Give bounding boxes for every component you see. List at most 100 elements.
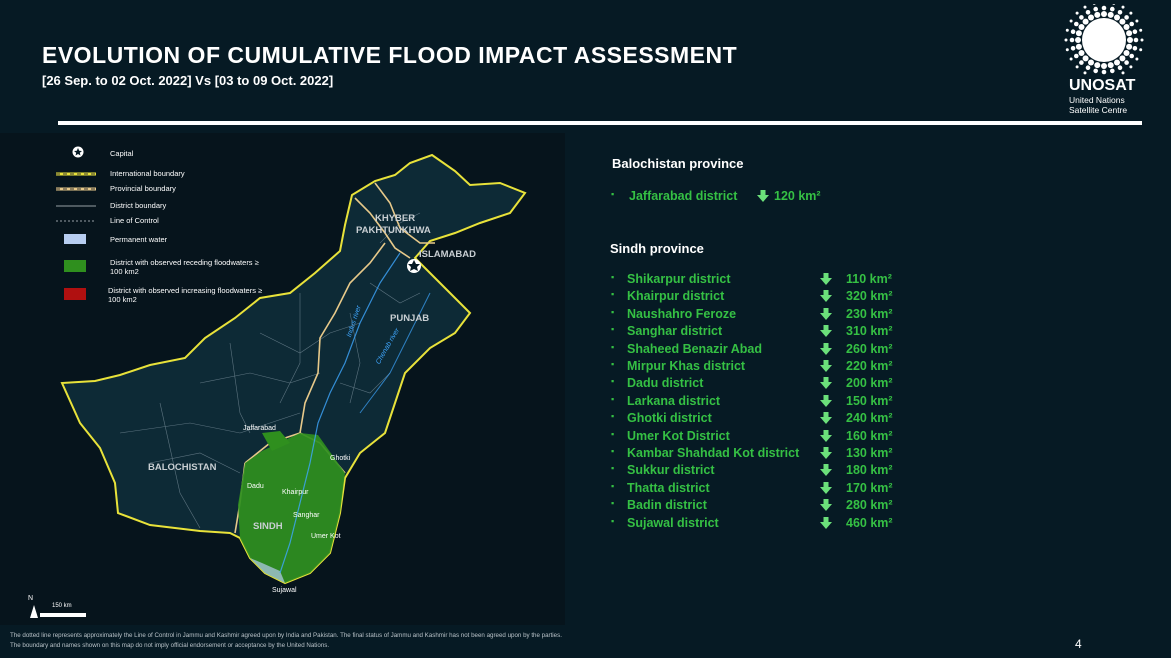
page-number: 4	[1075, 637, 1082, 651]
page-subtitle: [26 Sep. to 02 Oct. 2022] Vs [03 to 09 O…	[42, 73, 334, 88]
logo-dot	[1101, 69, 1107, 75]
line-of-control-icon	[56, 220, 96, 222]
logo-dot	[1129, 53, 1134, 59]
district-area: 310 km²	[846, 324, 893, 339]
chenab-river	[359, 292, 431, 414]
decrease-arrow-icon	[820, 516, 832, 529]
district-area: 200 km²	[846, 376, 893, 391]
logo-dot	[1082, 55, 1089, 62]
balochistan-heading: Balochistan province	[612, 156, 744, 171]
logo-sub-line-1: United Nations	[1069, 95, 1125, 105]
district-name: Khairpur district	[627, 289, 725, 304]
label-north: N	[28, 595, 34, 602]
logo-dot	[1123, 50, 1130, 56]
label-umerkot: Umer Kot	[311, 533, 341, 540]
logo-dot	[1075, 11, 1079, 15]
logo-dot	[1075, 65, 1079, 69]
label-sanghar: Sanghar	[293, 512, 320, 519]
label-punjab: PUNJAB	[390, 313, 430, 324]
logo-dot	[1079, 15, 1084, 20]
logo-dot	[1121, 71, 1125, 75]
logo-dot	[1107, 11, 1114, 18]
district-name: Ghotki district	[627, 411, 712, 426]
logo-dot	[1069, 57, 1073, 61]
unosat-logo-icon	[1064, 4, 1144, 75]
logo-dot	[1121, 5, 1125, 9]
bullet-icon: ▪	[611, 376, 615, 387]
district-area: 150 km²	[846, 393, 893, 408]
bullet-icon: ▪	[611, 463, 615, 474]
logo-dot	[1065, 48, 1069, 52]
logo-dot	[1112, 4, 1116, 5]
logo-dot	[1132, 46, 1138, 51]
district-name: Kambar Shahdad Kot district	[627, 446, 800, 460]
provincial-boundary-icon	[56, 187, 96, 191]
bullet-icon: ▪	[611, 393, 615, 404]
bullet-icon: ▪	[611, 324, 615, 335]
disclaimer-line-1: The dotted line represents approximately…	[10, 632, 562, 639]
label-scale: 150 km	[52, 603, 72, 609]
label-sindh: SINDH	[253, 521, 283, 532]
decrease-arrow-icon	[820, 307, 832, 320]
decrease-arrow-icon	[757, 190, 769, 202]
logo-dot	[1110, 68, 1115, 74]
logo-subtitle: United Nations Satellite Centre	[1069, 95, 1127, 115]
label-islamabad: ISLAMABAD	[419, 249, 476, 260]
district-area: 280 km²	[846, 498, 893, 513]
label-kp-1: KHYBER	[375, 213, 416, 224]
district-area: 240 km²	[846, 411, 893, 426]
logo-dot	[1132, 29, 1138, 34]
label-balochistan: BALOCHISTAN	[148, 462, 217, 473]
district-area: 220 km²	[846, 359, 893, 373]
district-name: Jaffarabad district	[629, 189, 738, 203]
decrease-arrow-icon	[820, 447, 832, 459]
logo-dot	[1126, 30, 1133, 37]
logo-dot	[1092, 4, 1096, 5]
logo-dot	[1070, 29, 1076, 34]
logo-dot	[1075, 43, 1082, 50]
international-boundary-icon	[56, 172, 96, 176]
logo-dot	[1083, 71, 1087, 75]
logo-dot	[1094, 62, 1101, 69]
logo-dot	[1101, 5, 1107, 11]
district-name: Shikarpur district	[627, 272, 731, 286]
logo-dot	[1129, 65, 1133, 69]
logo-dot	[1074, 53, 1079, 59]
logo-dot	[1117, 65, 1123, 70]
decrease-arrow-icon	[820, 481, 832, 494]
logo-dot	[1101, 11, 1107, 17]
district-boundaries	[119, 212, 421, 529]
logo-dot	[1088, 14, 1094, 21]
logo-dot	[1085, 65, 1091, 70]
district-area: 170 km²	[846, 480, 893, 495]
district-area: 260 km²	[846, 341, 893, 356]
decrease-arrow-icon	[820, 325, 832, 338]
logo-dot	[1126, 43, 1133, 50]
decrease-arrow-icon	[820, 377, 832, 390]
logo-dot	[1135, 19, 1139, 23]
disclaimer: The dotted line represents approximately…	[10, 631, 650, 651]
district-name: Shaheed Benazir Abad	[627, 341, 762, 356]
logo-dot	[1133, 37, 1139, 43]
logo-dot	[1093, 6, 1098, 12]
logo-dot	[1139, 48, 1143, 52]
logo-dot	[1110, 6, 1115, 12]
title-divider	[58, 121, 1142, 125]
logo-dot	[1119, 18, 1126, 25]
logo-dot	[1083, 5, 1087, 9]
logo-dot	[1082, 18, 1089, 25]
district-area: 160 km²	[846, 428, 893, 443]
district-name: Larkana district	[627, 393, 721, 408]
bullet-icon: ▪	[611, 515, 615, 526]
permanent-water	[250, 558, 285, 583]
district-name: Mirpur Khas district	[627, 359, 746, 373]
bullet-icon: ▪	[611, 428, 615, 439]
bullet-icon: ▪	[611, 359, 615, 369]
district-name: Sujawal district	[627, 515, 719, 530]
logo-dot	[1064, 38, 1068, 42]
district-name: Sukkur district	[627, 463, 715, 478]
logo-dot	[1107, 62, 1114, 69]
logo-dot	[1129, 11, 1133, 15]
bullet-icon: ▪	[611, 289, 615, 300]
logo-dot	[1094, 11, 1101, 18]
